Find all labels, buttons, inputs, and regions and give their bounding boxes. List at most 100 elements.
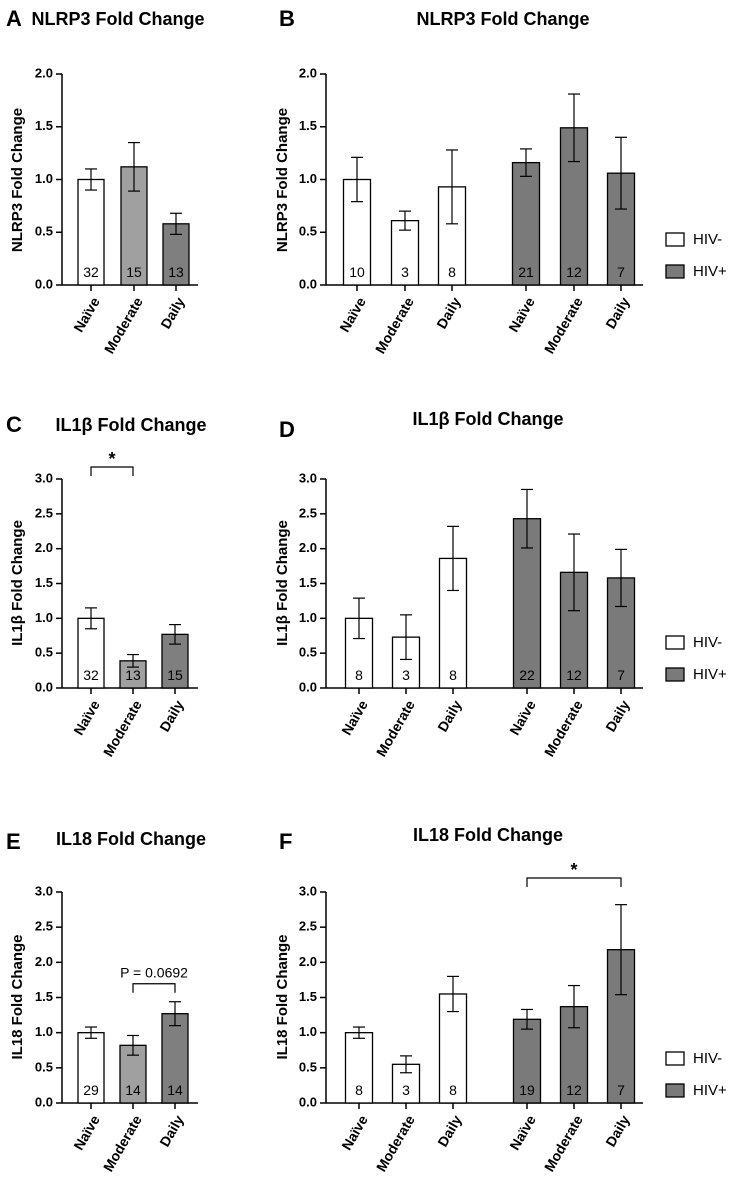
category-label-d-4: Moderate [541,697,586,759]
y-tick-label-d: 0.5 [299,645,317,660]
category-label-e-1: Moderate [100,1112,145,1174]
category-label-c-1: Moderate [100,697,145,759]
legend-swatch-hiv-neg-d [665,635,685,650]
significance-label-f-0: * [570,860,577,880]
y-tick-label-d: 3.0 [299,470,317,485]
n-label-e-2: 14 [167,1082,183,1098]
panel-letter-b: B [279,6,295,31]
n-label-d-1: 3 [402,667,410,683]
legend-label-hiv-pos-b: HIV+ [693,263,727,280]
n-label-d-0: 8 [355,667,363,683]
category-label-f-3: Naïve [506,1112,539,1153]
n-label-b-2: 8 [448,264,456,280]
y-axis-label-f: IL18 Fold Change [274,934,291,1059]
category-label-f-5: Daily [602,1112,633,1149]
n-label-b-3: 21 [518,264,534,280]
y-tick-label-c: 1.0 [35,610,53,625]
legend-label-hiv-pos-f: HIV+ [693,1082,727,1099]
bar-d-3 [512,518,542,689]
category-label-f-2: Daily [434,1112,465,1149]
category-label-b-1: Moderate [372,294,417,356]
panel-title-c: IL1β Fold Change [56,415,207,435]
significance-bracket-c-0 [90,466,134,476]
category-label-b-4: Moderate [541,294,586,356]
n-label-b-5: 7 [617,264,625,280]
n-label-e-1: 14 [125,1082,141,1098]
significance-label-c-0: * [108,449,115,469]
y-tick-label-c: 2.5 [35,505,53,520]
y-tick-label-f: 0.0 [299,1094,317,1109]
legend-swatch-hiv-neg-f [665,1051,685,1066]
y-tick-label-d: 2.5 [299,505,317,520]
panel-letter-e: E [6,829,21,854]
n-label-d-4: 12 [566,667,582,683]
bar-e-2 [161,1013,189,1104]
panel-letter-a: A [6,6,22,31]
category-label-f-0: Naïve [338,1112,371,1153]
category-label-d-2: Daily [434,697,465,734]
y-tick-label-d: 1.0 [299,610,317,625]
y-tick-label-e: 1.0 [35,1024,53,1039]
y-tick-label-e: 2.0 [35,954,53,969]
n-label-c-1: 13 [125,667,141,683]
n-label-d-5: 7 [617,667,625,683]
panel-title-f: IL18 Fold Change [413,825,563,845]
bar-b-1 [390,219,420,286]
y-tick-label-a: 0.5 [35,224,53,239]
y-tick-label-b: 0.0 [299,276,317,291]
y-tick-label-b: 1.0 [299,171,317,186]
y-axis-label-d: IL1β Fold Change [274,520,291,646]
category-label-c-0: Naïve [70,697,103,738]
y-tick-label-f: 1.5 [299,989,317,1004]
n-label-f-1: 3 [402,1082,410,1098]
y-tick-label-c: 1.5 [35,575,53,590]
category-label-d-3: Naïve [506,697,539,738]
category-label-d-5: Daily [602,697,633,734]
category-label-a-1: Moderate [101,294,146,356]
y-tick-label-a: 0.0 [35,276,53,291]
n-label-f-4: 12 [566,1082,582,1098]
y-tick-label-c: 0.0 [35,679,53,694]
y-axis-label-a: NLRP3 Fold Change [9,108,26,252]
legend-label-hiv-neg-d: HIV- [693,634,722,651]
panel-title-a: NLRP3 Fold Change [31,9,204,29]
category-label-b-0: Naïve [336,294,369,335]
y-tick-label-a: 1.0 [35,171,53,186]
y-tick-label-f: 3.0 [299,883,317,898]
n-label-d-3: 22 [519,667,535,683]
legend-label-hiv-neg-f: HIV- [693,1050,722,1067]
y-tick-label-e: 0.5 [35,1059,53,1074]
y-tick-label-f: 1.0 [299,1024,317,1039]
category-label-a-0: Naïve [70,294,103,335]
n-label-f-3: 19 [519,1082,535,1098]
category-label-e-0: Naïve [70,1112,103,1153]
y-tick-label-b: 0.5 [299,224,317,239]
y-tick-label-c: 3.0 [35,470,53,485]
category-label-f-1: Moderate [373,1112,418,1174]
n-label-a-2: 13 [168,264,184,280]
legend-label-hiv-neg-b: HIV- [693,231,722,248]
legend-swatch-hiv-pos-d [665,667,685,682]
y-tick-label-f: 2.0 [299,954,317,969]
category-label-a-2: Daily [157,294,188,331]
y-tick-label-a: 1.5 [35,118,53,133]
n-label-b-4: 12 [566,264,582,280]
panel-letter-d: D [279,417,295,442]
y-tick-label-c: 0.5 [35,645,53,660]
category-label-e-2: Daily [156,1112,187,1149]
y-axis-label-e: IL18 Fold Change [9,934,26,1059]
n-label-c-0: 32 [83,667,99,683]
n-label-b-0: 10 [349,264,365,280]
y-tick-label-e: 0.0 [35,1094,53,1109]
panel-title-d: IL1β Fold Change [413,409,564,429]
y-axis-label-c: IL1β Fold Change [9,520,26,646]
y-tick-label-f: 2.5 [299,919,317,934]
category-label-f-4: Moderate [541,1112,586,1174]
n-label-d-2: 8 [449,667,457,683]
bar-f-3 [512,1018,542,1104]
n-label-e-0: 29 [83,1082,99,1098]
y-tick-label-d: 0.0 [299,679,317,694]
significance-bracket-e-0 [132,983,176,993]
y-tick-label-b: 1.5 [299,118,317,133]
